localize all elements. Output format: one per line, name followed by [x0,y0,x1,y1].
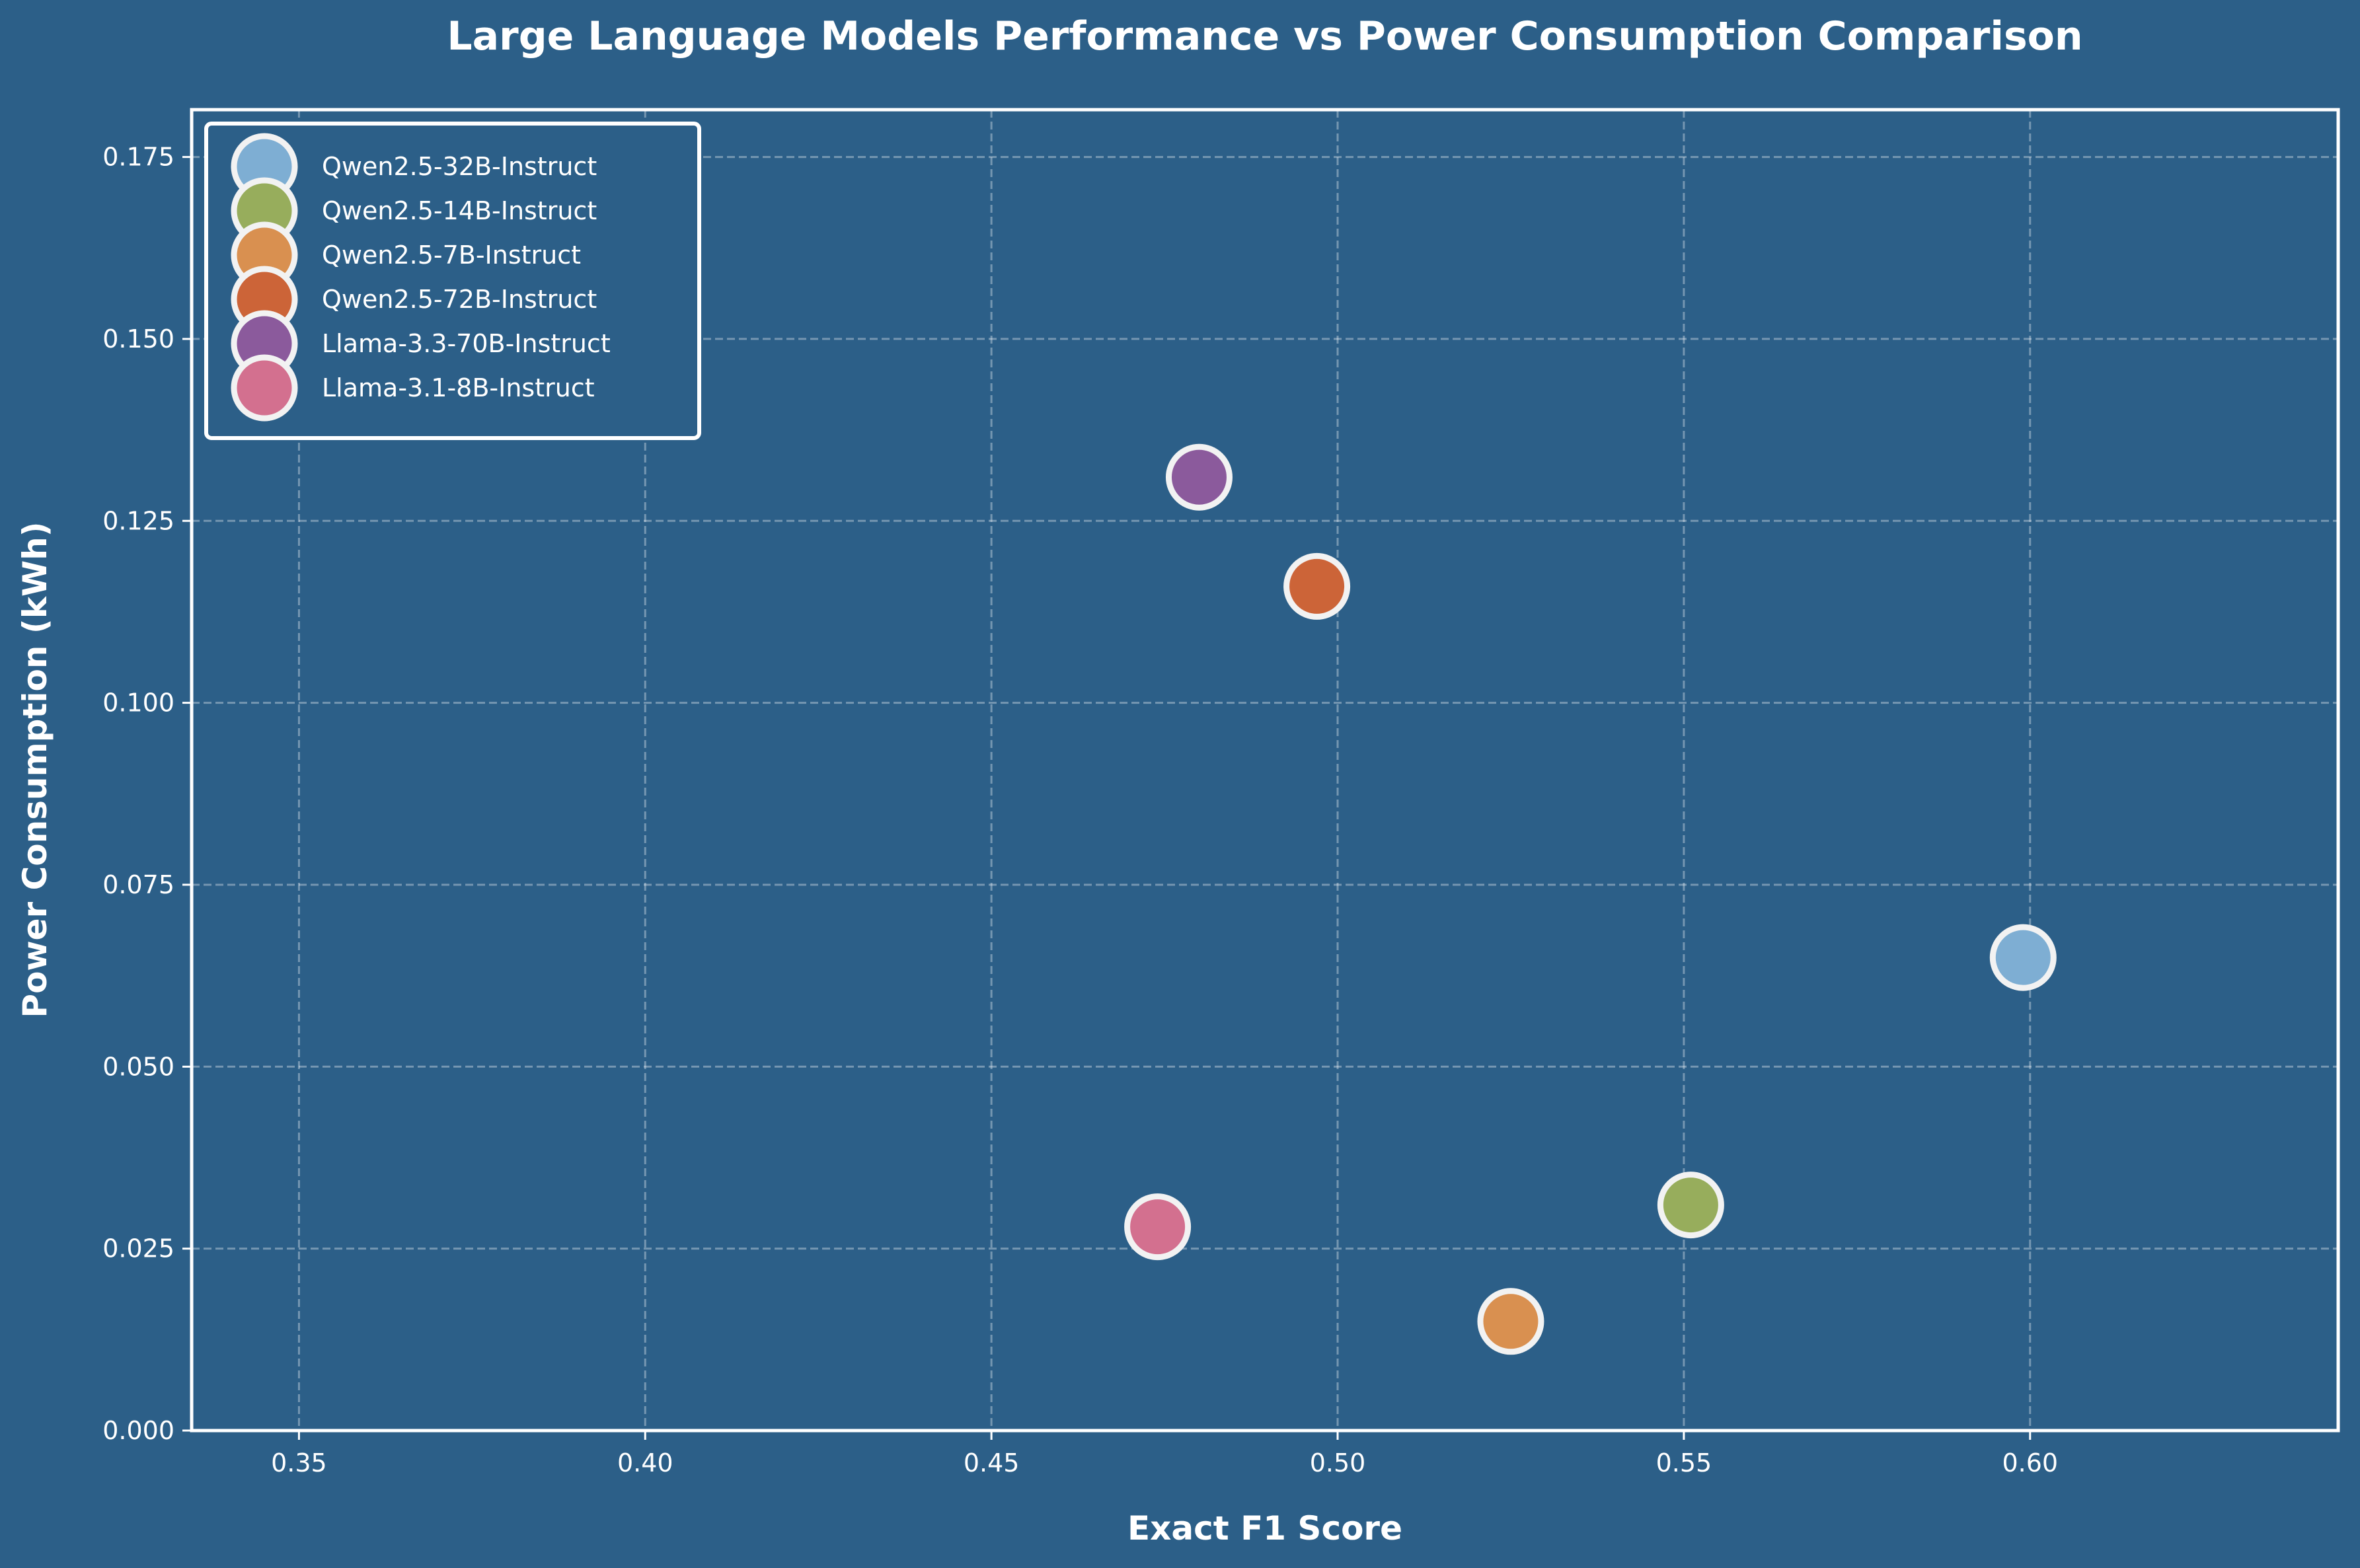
x-tick-label: 0.60 [2002,1448,2058,1477]
data-points [1124,443,2057,1355]
data-point [1165,443,1233,511]
x-axis-ticks: 0.35 0.40 0.45 0.50 0.55 0.60 [271,1431,2058,1477]
legend-label: Llama-3.1-8B-Instruct [322,373,595,402]
legend-label: Qwen2.5-14B-Instruct [322,196,597,225]
data-point [1477,1288,1544,1355]
data-point [1657,1172,1724,1239]
legend-marker [231,354,298,422]
x-tick-label: 0.35 [271,1448,327,1477]
data-point [1124,1193,1192,1261]
x-tick-label: 0.45 [964,1448,1020,1477]
legend-box [204,122,701,440]
data-point [1283,552,1351,620]
y-tick-label: 0.175 [102,143,174,172]
y-axis-label: Power Consumption (kWh) [16,521,54,1018]
legend-label: Qwen2.5-72B-Instruct [322,285,597,314]
x-tick-label: 0.40 [617,1448,673,1477]
y-tick-label: 0.100 [102,689,174,718]
legend-label: Llama-3.3-70B-Instruct [322,329,611,358]
y-tick-label: 0.000 [102,1416,174,1445]
legend-label: Qwen2.5-7B-Instruct [322,241,581,270]
grid-lines [192,110,2338,1432]
y-tick-label: 0.150 [102,324,174,354]
x-tick-label: 0.50 [1310,1448,1366,1477]
legend-label: Qwen2.5-32B-Instruct [322,152,597,181]
y-tick-label: 0.125 [102,506,174,535]
legend: Qwen2.5-32B-Instruct Qwen2.5-14B-Instruct… [204,122,701,440]
x-tick-label: 0.55 [1656,1448,1712,1477]
y-tick-label: 0.050 [102,1052,174,1081]
plot-area-frame [190,108,2340,1433]
x-axis-label: Exact F1 Score [1127,1509,1402,1548]
data-point [1989,924,2057,991]
chart-title: Large Language Models Performance vs Pow… [447,13,2082,59]
y-tick-label: 0.075 [102,870,174,899]
y-tick-label: 0.025 [102,1234,174,1263]
y-axis-ticks: 0.000 0.025 0.050 0.075 0.100 0.125 0.150 0.175 [102,143,192,1445]
